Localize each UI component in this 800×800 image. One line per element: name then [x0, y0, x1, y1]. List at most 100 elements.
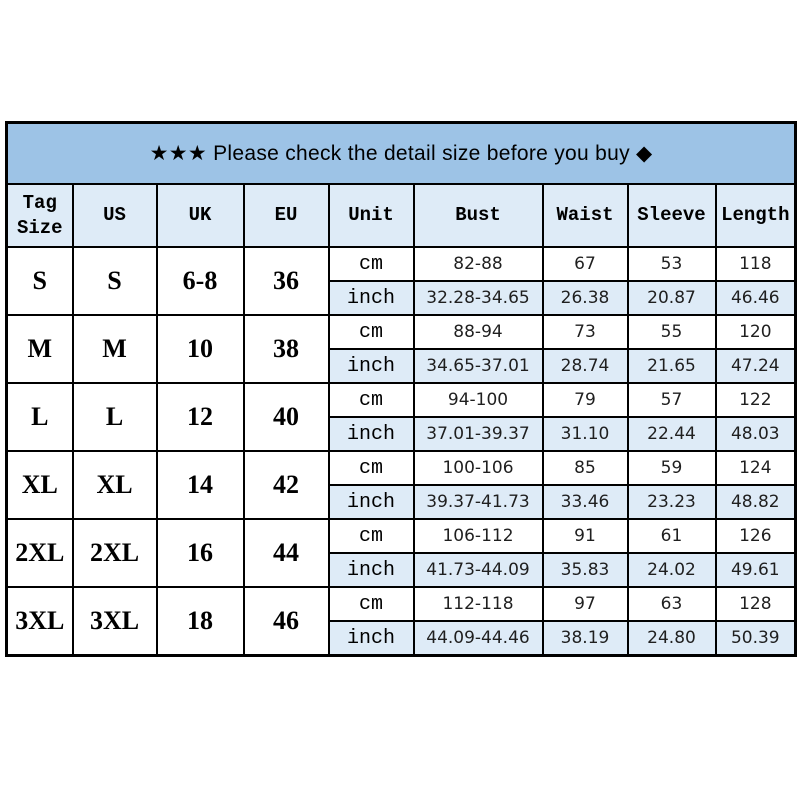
size-row-l-cm: L L 12 40 cm 94-100 79 57 122 — [5, 382, 797, 452]
size-row-s-inch: inch 32.28-34.65 26.38 20.87 46.46 — [7, 280, 797, 316]
unit-cm-label: cm — [327, 450, 415, 486]
unit-cm-label: cm — [327, 518, 415, 554]
l-bust-inch-value: 37.01-39.37 — [412, 416, 544, 452]
header-unit: Unit — [327, 183, 415, 248]
m-waist-cm-value: 73 — [541, 314, 629, 350]
l-tag-cell: L — [5, 382, 74, 452]
unit-inch-label: inch — [327, 552, 415, 588]
m-bust-inch-value: 34.65-37.01 — [412, 348, 544, 384]
unit-cm-label: cm — [327, 586, 415, 622]
unit-inch-label: inch — [327, 416, 415, 452]
size-row-3xl-cm: 3XL 3XL 18 46 cm 112-118 97 63 128 — [5, 586, 797, 657]
m-bust-cm-value: 88-94 — [412, 314, 544, 350]
m-length-inch-value: 47.24 — [714, 348, 797, 384]
m-eu-cell: 38 — [242, 314, 330, 384]
s-us-cell: S — [71, 246, 158, 316]
m-length-cm-value: 120 — [714, 314, 797, 350]
2xl-waist-inch-value: 35.83 — [541, 552, 629, 588]
header-row: Tag Size US UK EU Unit Bust Waist Sleeve… — [5, 183, 797, 248]
xl-us-cell: XL — [71, 450, 158, 520]
3xl-bust-cm-value: 112-118 — [412, 586, 544, 622]
l-waist-inch-value: 31.10 — [541, 416, 629, 452]
2xl-sleeve-inch-value: 24.02 — [626, 552, 717, 588]
s-length-inch-value: 46.46 — [714, 280, 797, 316]
l-sleeve-inch-value: 22.44 — [626, 416, 717, 452]
size-row-m-inch: inch 34.65-37.01 28.74 21.65 47.24 — [7, 348, 797, 384]
s-waist-inch-value: 26.38 — [541, 280, 629, 316]
xl-tag-cell: XL — [5, 450, 74, 520]
l-sleeve-cm-value: 57 — [626, 382, 717, 418]
2xl-sleeve-cm-value: 61 — [626, 518, 717, 554]
header-tag-size: Tag Size — [5, 183, 74, 248]
3xl-us-cell: 3XL — [71, 586, 158, 657]
s-length-cm-value: 118 — [714, 246, 797, 282]
l-bust-cm-value: 94-100 — [412, 382, 544, 418]
2xl-uk-cell: 16 — [155, 518, 245, 588]
s-uk-cell: 6-8 — [155, 246, 245, 316]
xl-waist-cm-value: 85 — [541, 450, 629, 486]
size-row-l-inch: inch 37.01-39.37 31.10 22.44 48.03 — [7, 416, 797, 452]
size-row-xl-cm: XL XL 14 42 cm 100-106 85 59 124 — [5, 450, 797, 520]
header-length: Length — [714, 183, 797, 248]
xl-uk-cell: 14 — [155, 450, 245, 520]
size-chart-table: ★★★ Please check the detail size before … — [5, 121, 798, 657]
2xl-length-inch-value: 49.61 — [714, 552, 797, 588]
xl-length-inch-value: 48.82 — [714, 484, 797, 520]
size-row-2xl-inch: inch 41.73-44.09 35.83 24.02 49.61 — [7, 552, 797, 588]
unit-inch-label: inch — [327, 348, 415, 384]
3xl-length-cm-value: 128 — [714, 586, 797, 622]
size-row-3xl-inch: inch 44.09-44.46 38.19 24.80 50.39 — [7, 620, 797, 657]
2xl-bust-cm-value: 106-112 — [412, 518, 544, 554]
m-sleeve-inch-value: 21.65 — [626, 348, 717, 384]
size-row-s-cm: S S 6-8 36 cm 82-88 67 53 118 — [5, 246, 797, 316]
xl-waist-inch-value: 33.46 — [541, 484, 629, 520]
l-us-cell: L — [71, 382, 158, 452]
m-sleeve-cm-value: 55 — [626, 314, 717, 350]
l-waist-cm-value: 79 — [541, 382, 629, 418]
3xl-eu-cell: 46 — [242, 586, 330, 657]
l-uk-cell: 12 — [155, 382, 245, 452]
3xl-tag-cell: 3XL — [5, 586, 74, 657]
2xl-eu-cell: 44 — [242, 518, 330, 588]
unit-inch-label: inch — [327, 484, 415, 520]
m-us-cell: M — [71, 314, 158, 384]
s-sleeve-cm-value: 53 — [626, 246, 717, 282]
l-length-inch-value: 48.03 — [714, 416, 797, 452]
xl-eu-cell: 42 — [242, 450, 330, 520]
2xl-length-cm-value: 126 — [714, 518, 797, 554]
2xl-waist-cm-value: 91 — [541, 518, 629, 554]
m-waist-inch-value: 28.74 — [541, 348, 629, 384]
s-bust-inch-value: 32.28-34.65 — [412, 280, 544, 316]
3xl-waist-cm-value: 97 — [541, 586, 629, 622]
s-bust-cm-value: 82-88 — [412, 246, 544, 282]
size-table-body: S S 6-8 36 cm 82-88 67 53 118 inch 32.28-34.65 26.3… — [5, 246, 797, 657]
title-row: ★★★ Please check the detail size before … — [5, 121, 797, 185]
unit-inch-label: inch — [327, 620, 415, 657]
table-title: ★★★ Please check the detail size before … — [5, 121, 797, 185]
3xl-sleeve-cm-value: 63 — [626, 586, 717, 622]
size-row-m-cm: M M 10 38 cm 88-94 73 55 120 — [5, 314, 797, 384]
unit-cm-label: cm — [327, 314, 415, 350]
unit-cm-label: cm — [327, 246, 415, 282]
3xl-sleeve-inch-value: 24.80 — [626, 620, 717, 657]
2xl-us-cell: 2XL — [71, 518, 158, 588]
l-eu-cell: 40 — [242, 382, 330, 452]
xl-sleeve-cm-value: 59 — [626, 450, 717, 486]
2xl-bust-inch-value: 41.73-44.09 — [412, 552, 544, 588]
xl-sleeve-inch-value: 23.23 — [626, 484, 717, 520]
unit-cm-label: cm — [327, 382, 415, 418]
s-eu-cell: 36 — [242, 246, 330, 316]
3xl-waist-inch-value: 38.19 — [541, 620, 629, 657]
header-uk: UK — [155, 183, 245, 248]
xl-bust-inch-value: 39.37-41.73 — [412, 484, 544, 520]
header-eu: EU — [242, 183, 330, 248]
size-row-xl-inch: inch 39.37-41.73 33.46 23.23 48.82 — [7, 484, 797, 520]
s-tag-cell: S — [5, 246, 74, 316]
s-sleeve-inch-value: 20.87 — [626, 280, 717, 316]
2xl-tag-cell: 2XL — [5, 518, 74, 588]
l-length-cm-value: 122 — [714, 382, 797, 418]
s-waist-cm-value: 67 — [541, 246, 629, 282]
size-row-2xl-cm: 2XL 2XL 16 44 cm 106-112 91 61 126 — [5, 518, 797, 588]
3xl-bust-inch-value: 44.09-44.46 — [412, 620, 544, 657]
